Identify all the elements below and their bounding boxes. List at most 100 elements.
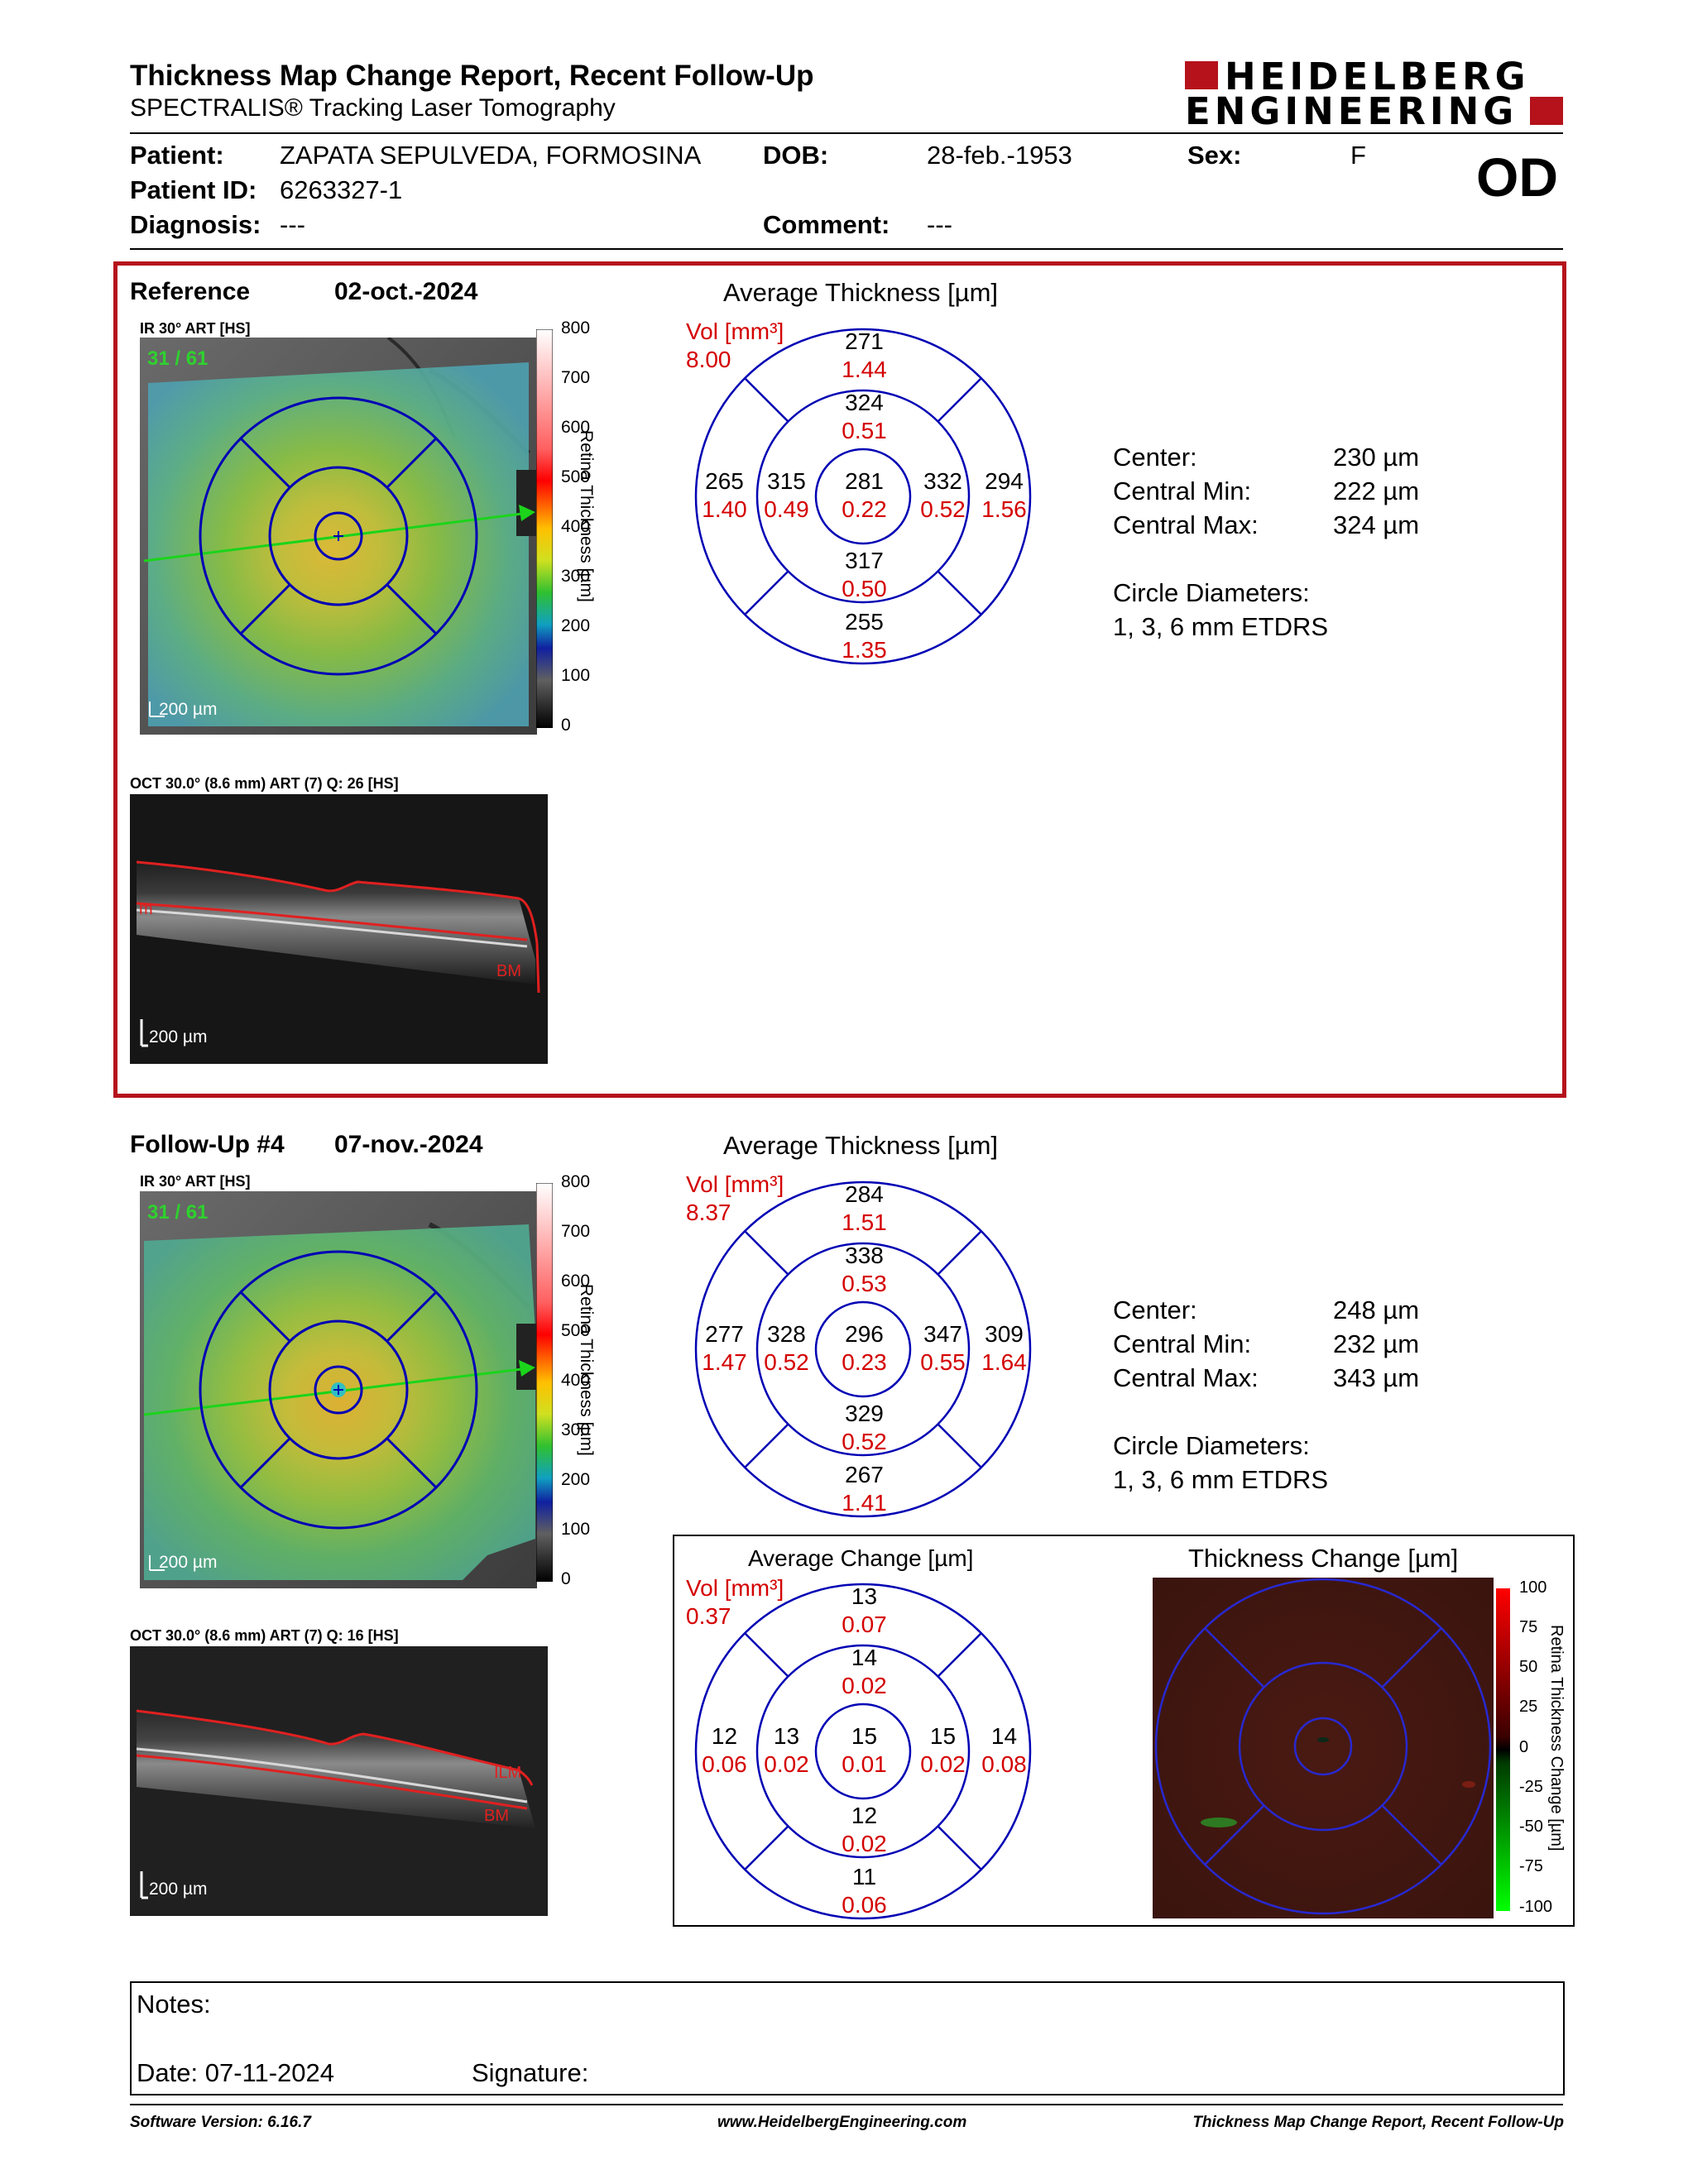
etdrs-inner-nasal-volume: 0.52 — [920, 496, 966, 522]
colorbar-tick: 100 — [561, 1520, 591, 1539]
etdrs-inner-inferior-volume: 0.02 — [842, 1831, 887, 1856]
oct-layer-label-ilm: ILM — [494, 1764, 522, 1782]
colorbar-tick: 300 — [561, 567, 591, 586]
stat-value: 222 µm — [1333, 477, 1420, 505]
colorbar-tick: 400 — [561, 517, 591, 536]
etdrs-outer-superior-thickness: 13 — [851, 1583, 878, 1609]
etdrs-outer-nasal-volume: 1.64 — [981, 1349, 1027, 1375]
patient-id-label: Patient ID: — [130, 175, 257, 204]
vol-total: 0.37 — [686, 1603, 731, 1629]
circle-diameters-label: Circle Diameters: — [1113, 578, 1310, 607]
logo-block-top — [1185, 61, 1218, 89]
vol-label: Vol [mm³] — [686, 1171, 784, 1197]
sex-value: F — [1350, 141, 1366, 170]
colorbar-tick: 0 — [1519, 1738, 1529, 1756]
etdrs-outer-superior-volume: 1.51 — [842, 1209, 887, 1235]
colorbar-tick: 25 — [1519, 1698, 1538, 1716]
etdrs-center-volume: 0.01 — [842, 1751, 887, 1777]
followup-date: 07-nov.-2024 — [334, 1131, 483, 1158]
stat-value: 232 µm — [1333, 1329, 1420, 1358]
patient-divider — [130, 248, 1563, 250]
colorbar-tick: 50 — [1519, 1658, 1538, 1676]
etdrs-inner-inferior-thickness: 12 — [851, 1803, 878, 1828]
colorbar-tick: 100 — [561, 666, 591, 685]
colorbar-tick: -75 — [1519, 1857, 1543, 1875]
stat-label: Central Max: — [1113, 1363, 1259, 1392]
colorbar-title: Retina Thickness [µm] — [577, 430, 596, 602]
patient-label: Patient: — [130, 141, 224, 170]
header-divider — [130, 132, 1563, 134]
notes-box[interactable] — [130, 1981, 1565, 2095]
etdrs-outer-temporal-volume: 1.40 — [702, 496, 747, 522]
etdrs-inner-superior-thickness: 338 — [845, 1243, 884, 1268]
colorbar-title: Retina Thickness [µm] — [577, 1284, 596, 1456]
stat-label: Center: — [1113, 1296, 1197, 1324]
etdrs-inner-temporal-volume: 0.52 — [764, 1349, 809, 1375]
thickness-change-title: Thickness Change [µm] — [1188, 1544, 1459, 1573]
etdrs-outer-superior-thickness: 271 — [845, 328, 884, 354]
oct-scale-label: 200 µm — [149, 1027, 208, 1046]
ir-caption: IR 30° ART [HS] — [140, 320, 251, 337]
ir-fundus-image — [140, 1191, 537, 1588]
ir-scale-label: 200 µm — [159, 1553, 218, 1572]
oct-layer-label-bm: BM — [484, 1807, 509, 1825]
stat-value: 324 µm — [1333, 510, 1420, 539]
etdrs-outer-superior-volume: 0.07 — [842, 1612, 887, 1637]
etdrs-outer-temporal-thickness: 265 — [705, 468, 744, 494]
etdrs-outer-temporal-thickness: 277 — [705, 1321, 744, 1347]
stat-label: Center: — [1113, 443, 1197, 472]
colorbar-tick: 800 — [561, 318, 591, 338]
comment-label: Comment: — [763, 210, 890, 239]
website-link[interactable]: www.HeidelbergEngineering.com — [717, 2114, 967, 2131]
avg-thickness-title: Average Thickness [µm] — [723, 1131, 999, 1160]
logo-line-2: ENGINEERING — [1185, 89, 1518, 133]
etdrs-inner-inferior-thickness: 317 — [845, 548, 884, 573]
eye-indicator: OD — [1476, 146, 1558, 208]
etdrs-inner-superior-volume: 0.02 — [842, 1673, 887, 1698]
comment-value: --- — [927, 210, 952, 239]
etdrs-outer-inferior-volume: 0.06 — [842, 1892, 887, 1918]
etdrs-outer-inferior-thickness: 11 — [851, 1864, 877, 1889]
etdrs-inner-temporal-volume: 0.49 — [764, 496, 809, 522]
etdrs-inner-inferior-thickness: 329 — [845, 1401, 884, 1426]
ir-caption: IR 30° ART [HS] — [140, 1173, 251, 1190]
frame-counter: 31 / 61 — [147, 347, 209, 370]
dob-label: DOB: — [763, 141, 829, 170]
thickness-colorbar — [535, 1182, 554, 1583]
colorbar-tick: 100 — [1519, 1578, 1547, 1597]
colorbar-tick: 600 — [561, 1272, 591, 1291]
thickness-change-map — [1153, 1578, 1494, 1918]
oct-layer-label-bm: BM — [496, 962, 521, 980]
colorbar-tick: 600 — [561, 418, 591, 437]
circle-diameters-value: 1, 3, 6 mm ETDRS — [1113, 612, 1329, 641]
ir-fundus-image — [140, 336, 537, 735]
stat-label: Central Min: — [1113, 477, 1252, 505]
etdrs-outer-temporal-thickness: 12 — [711, 1723, 738, 1749]
colorbar-tick: 500 — [561, 1321, 591, 1340]
footer-report-name: Thickness Map Change Report, Recent Foll… — [1192, 2114, 1564, 2131]
logo-block-bottom — [1530, 97, 1563, 125]
oct-caption: OCT 30.0° (8.6 mm) ART (7) Q: 16 [HS] — [130, 1627, 399, 1644]
etdrs-outer-inferior-thickness: 255 — [845, 609, 884, 635]
etdrs-outer-temporal-volume: 0.06 — [702, 1751, 747, 1777]
diagnosis-value: --- — [280, 210, 305, 239]
etdrs-grid — [693, 1582, 1033, 1921]
etdrs-outer-inferior-volume: 1.35 — [842, 637, 887, 663]
etdrs-inner-superior-thickness: 14 — [851, 1645, 878, 1670]
ir-scale-label: 200 µm — [159, 700, 218, 719]
colorbar-tick: 200 — [561, 1470, 591, 1489]
etdrs-outer-nasal-thickness: 14 — [990, 1723, 1018, 1749]
etdrs-inner-inferior-volume: 0.50 — [842, 576, 887, 601]
change-colorbar-title: Retina Thickness Change [µm] — [1547, 1625, 1566, 1851]
reference-date: 02-oct.-2024 — [334, 278, 478, 305]
vol-label: Vol [mm³] — [686, 318, 784, 344]
etdrs-outer-nasal-thickness: 294 — [985, 468, 1024, 494]
etdrs-center-volume: 0.23 — [842, 1349, 887, 1375]
etdrs-inner-superior-volume: 0.51 — [842, 418, 887, 443]
etdrs-center-thickness: 15 — [851, 1723, 878, 1749]
etdrs-inner-temporal-thickness: 13 — [773, 1723, 800, 1749]
patient-name: ZAPATA SEPULVEDA, FORMOSINA — [280, 141, 702, 170]
vol-label: Vol [mm³] — [686, 1575, 784, 1601]
etdrs-inner-nasal-volume: 0.55 — [920, 1349, 966, 1375]
etdrs-grid — [693, 327, 1033, 666]
